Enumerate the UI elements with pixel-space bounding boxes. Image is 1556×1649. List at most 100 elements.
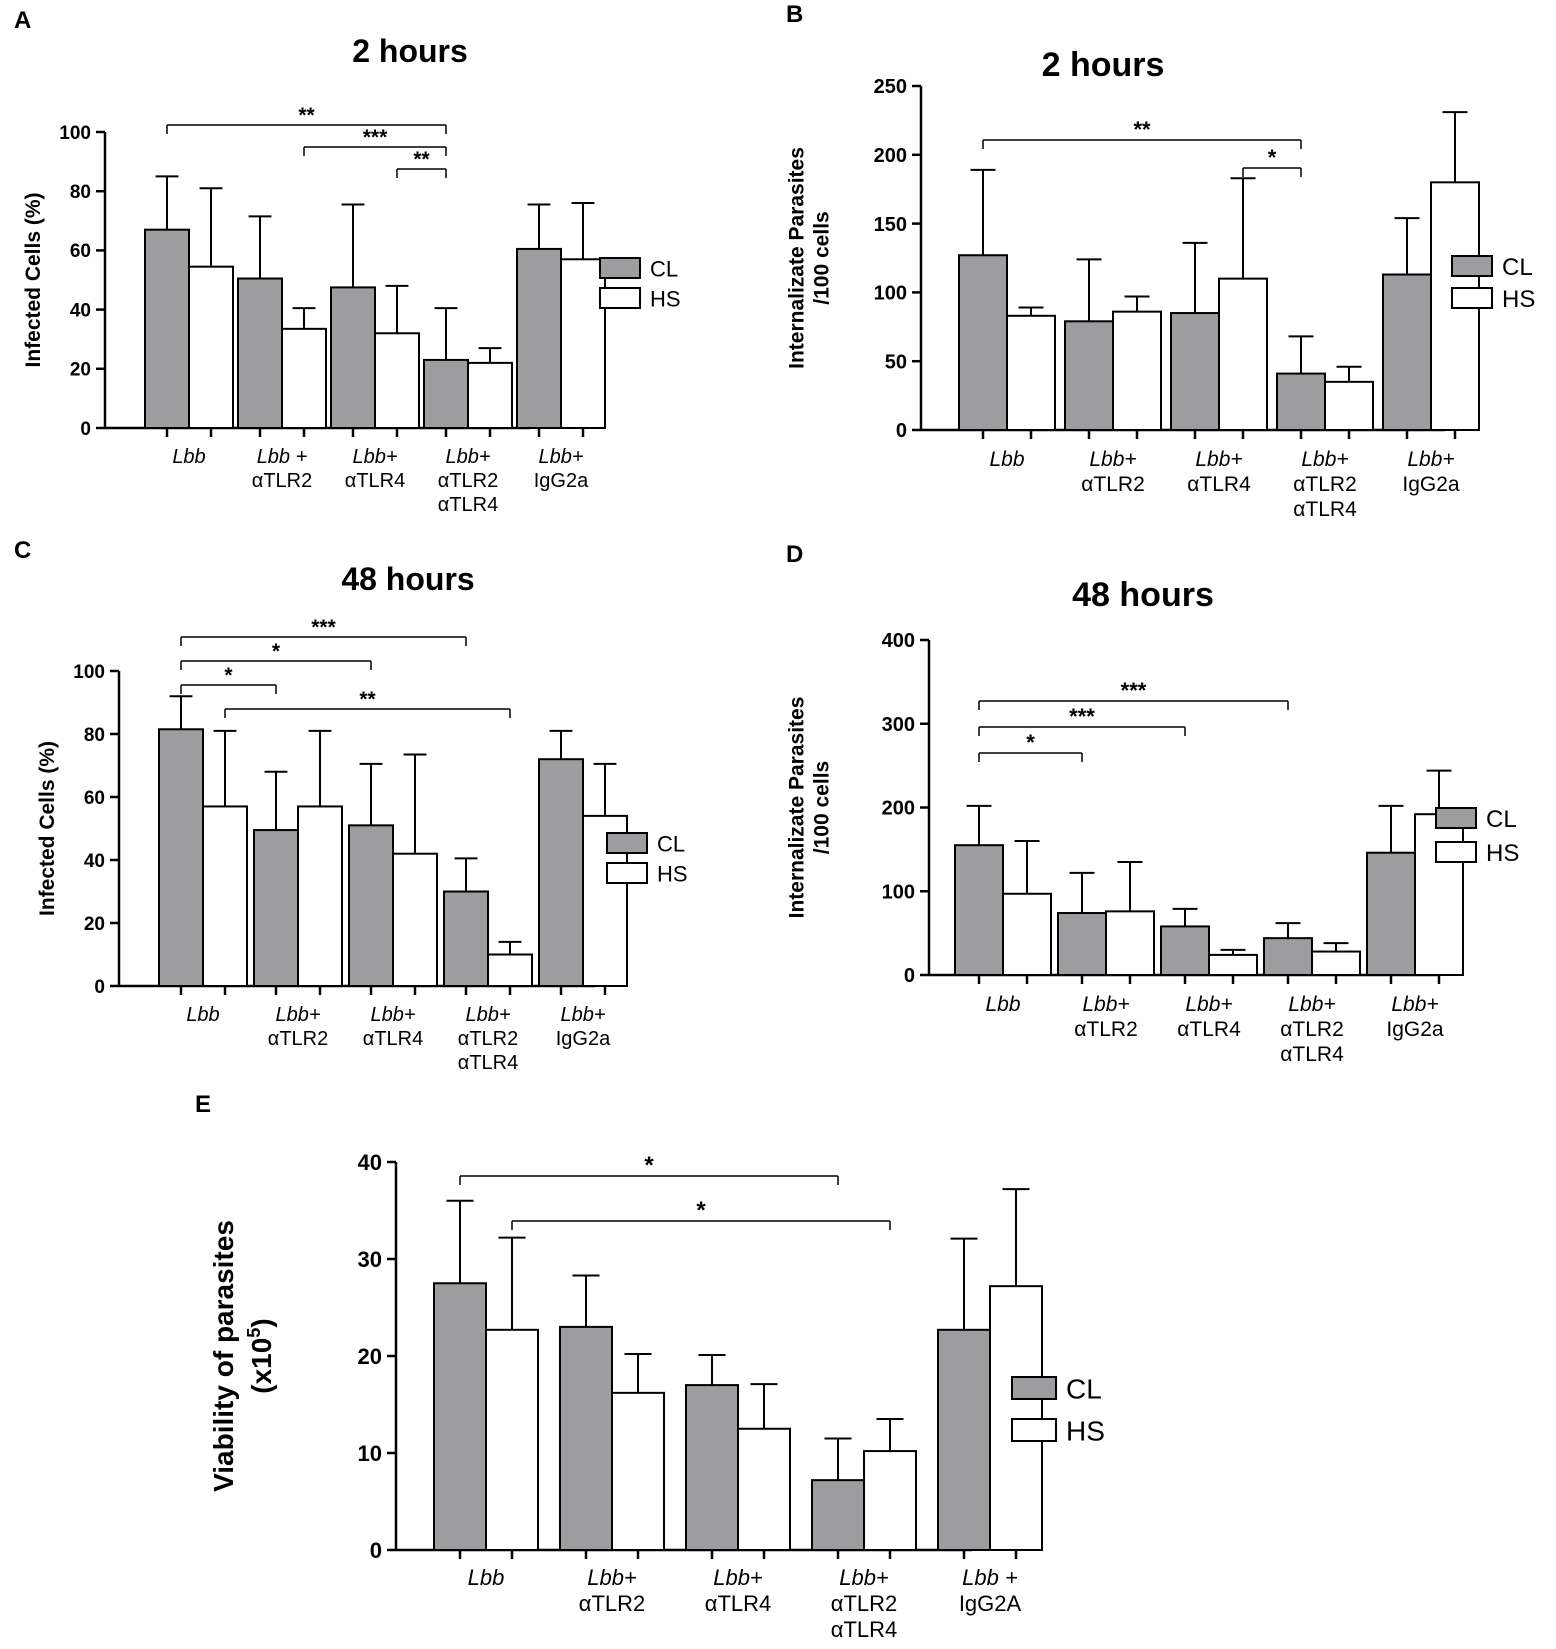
- category-label: αTLR2: [1293, 473, 1357, 496]
- panel-label: B: [786, 1, 803, 28]
- y-tick-label: 300: [882, 714, 915, 736]
- category-label: αTLR2: [1081, 473, 1145, 496]
- bar-cl: [253, 829, 299, 988]
- y-tick-label: 0: [896, 420, 907, 442]
- legend: CL HS: [1011, 1373, 1105, 1446]
- bar-cl: [443, 890, 489, 987]
- category-label: Lbb+: [370, 1004, 415, 1026]
- panel-e: E 0 10 20 30 40 Viability of parasites (x105) Lb…: [195, 1091, 1105, 1642]
- bar-hs: [1218, 277, 1268, 432]
- category-label: αTLR2: [1280, 1018, 1344, 1041]
- bar-hs: [1105, 910, 1155, 976]
- bar-cl: [1382, 273, 1432, 431]
- category-label: IgG2a: [534, 470, 589, 492]
- legend-swatch-hs: [1451, 287, 1493, 309]
- category-label: αTLR2: [831, 1591, 898, 1616]
- y-tick-label: 10: [358, 1441, 382, 1466]
- legend-label-hs: HS: [650, 287, 681, 312]
- bar-hs: [737, 1427, 791, 1551]
- category-label: Lbb +: [257, 446, 308, 468]
- category-label: Lbb+: [1082, 993, 1129, 1016]
- y-tick-label: 100: [874, 283, 907, 305]
- legend-swatch-cl: [1011, 1376, 1057, 1400]
- bar-hs: [202, 805, 248, 988]
- category-label: IgG2a: [1386, 1018, 1444, 1041]
- y-tick-label: 80: [84, 725, 105, 746]
- significance-label: **: [359, 688, 376, 711]
- y-axis-label-line: Infected Cells (%): [36, 741, 59, 916]
- bar-cl: [811, 1479, 865, 1552]
- y-tick-label: 100: [882, 881, 915, 903]
- y-axis-label-line: /100 cells: [811, 761, 834, 854]
- bar-cl: [954, 844, 1004, 976]
- legend-swatch-hs: [599, 287, 641, 309]
- bar-hs: [297, 805, 343, 988]
- legend: CL HS: [606, 832, 688, 887]
- category-label: IgG2A: [959, 1591, 1022, 1616]
- bar-hs: [611, 1391, 665, 1551]
- category-label: Lbb+: [1185, 993, 1232, 1016]
- legend: CL HS: [1435, 806, 1519, 867]
- panel-label: E: [195, 1091, 211, 1118]
- legend-label-cl: CL: [650, 257, 678, 282]
- category-label: αTLR2: [268, 1028, 328, 1050]
- category-label: IgG2a: [1402, 473, 1460, 496]
- y-axis-label-line: Internalizate Parasites: [786, 697, 809, 919]
- bar-cl: [958, 254, 1008, 431]
- panel-label: A: [14, 7, 31, 34]
- bar-hs: [1002, 892, 1052, 977]
- panel-c: C 48 hours 0 20 40 60 80 100 Infected Cells (%) L…: [14, 537, 688, 1074]
- y-tick-label: 40: [358, 1150, 382, 1175]
- y-axis-label-line: Viability of parasites: [208, 1220, 239, 1492]
- bar-cl: [559, 1325, 613, 1552]
- category-label: αTLR4: [1187, 473, 1251, 496]
- bar-cl: [685, 1384, 739, 1551]
- chart-title: 2 hours: [352, 33, 468, 69]
- y-axis-label: Infected Cells (%): [36, 741, 59, 916]
- y-tick-label: 400: [882, 630, 915, 652]
- category-label: Lbb+: [1391, 993, 1438, 1016]
- category-label: Lbb+: [538, 446, 583, 468]
- y-tick-label: 60: [84, 788, 105, 809]
- legend-label-cl: CL: [657, 832, 685, 857]
- bar-cl: [1057, 912, 1107, 977]
- legend-swatch-hs: [1011, 1418, 1057, 1442]
- bar-hs: [1414, 813, 1464, 977]
- legend-label-hs: HS: [657, 862, 688, 887]
- significance-label: *: [644, 1152, 654, 1179]
- bar-hs: [281, 327, 327, 429]
- panel-label: C: [14, 537, 31, 564]
- category-label: αTLR2: [1074, 1018, 1138, 1041]
- bar-cl: [1160, 925, 1210, 976]
- y-tick-label: 200: [882, 798, 915, 820]
- bar-hs: [1112, 310, 1162, 431]
- significance-label: *: [272, 640, 281, 663]
- y-tick-label: 30: [358, 1247, 382, 1272]
- y-axis-label-unit: (x105): [244, 1318, 277, 1394]
- bar-cl: [1366, 851, 1416, 976]
- significance-label: **: [1133, 117, 1151, 142]
- bar-cl: [516, 247, 562, 429]
- category-label: Lbb+: [839, 1565, 889, 1590]
- category-label: Lbb+: [352, 446, 397, 468]
- significance-label: ***: [1121, 678, 1147, 703]
- panel-b: B 2 hours 0 50 100 150 200 250 Internalizate Par…: [786, 1, 1536, 521]
- bar-cl: [423, 358, 469, 430]
- category-label: αTLR2: [252, 470, 312, 492]
- y-axis-label-line: /100 cells: [811, 211, 834, 304]
- category-label: Lbb: [468, 1565, 505, 1590]
- y-tick-label: 40: [84, 851, 105, 872]
- significance-label: ***: [1069, 704, 1095, 729]
- category-label: Lbb+: [1301, 448, 1348, 471]
- legend: CL HS: [599, 257, 681, 312]
- category-label: αTLR4: [438, 494, 498, 516]
- significance-label: ***: [311, 616, 336, 639]
- significance-label: *: [696, 1197, 706, 1224]
- y-axis-label: Internalizate Parasites/100 cells: [786, 697, 834, 919]
- legend-swatch-cl: [606, 832, 648, 854]
- legend-label-cl: CL: [1502, 254, 1533, 281]
- legend-label-hs: HS: [1486, 840, 1519, 867]
- significance-label: **: [413, 148, 430, 171]
- bar-hs: [487, 953, 533, 987]
